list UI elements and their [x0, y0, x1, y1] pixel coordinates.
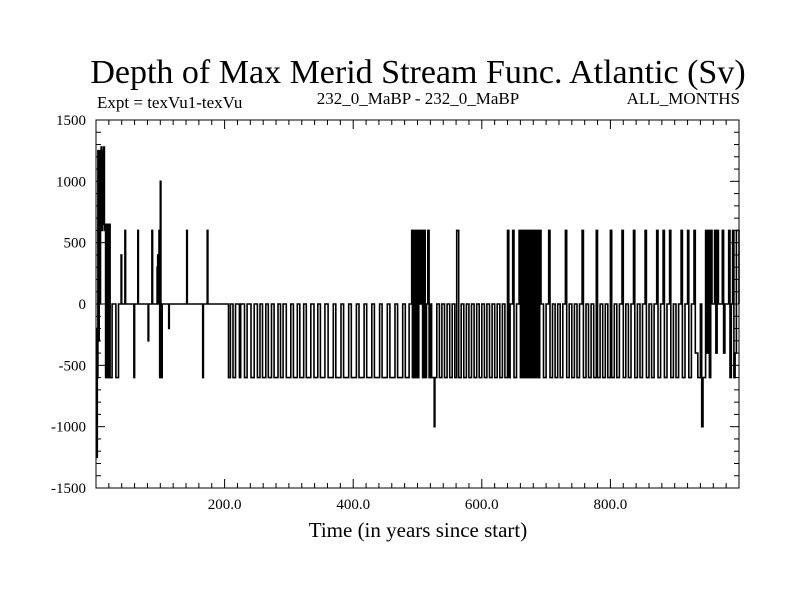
- y-tick-label: -500: [59, 358, 87, 374]
- chart-subtitle-right: ALL_MONTHS: [627, 89, 740, 108]
- chart-subtitle-center: 232_0_MaBP - 232_0_MaBP: [317, 89, 519, 108]
- chart-subtitle-left: Expt = texVu1-texVu: [97, 93, 243, 112]
- tick-labels: -1500 -1000 -500 0 500 1000 1500 200.0 400.0 600.…: [51, 113, 627, 513]
- x-tick-label: 200.0: [208, 497, 242, 513]
- x-tick-label: 600.0: [465, 497, 499, 513]
- chart-title: Depth of Max Merid Stream Func. Atlantic…: [90, 54, 745, 91]
- series-line: [95, 146, 740, 459]
- y-tick-label: 1500: [56, 113, 86, 129]
- y-tick-label: 500: [64, 236, 87, 252]
- x-tick-label: 400.0: [336, 497, 370, 513]
- y-tick-label: 0: [79, 297, 87, 313]
- y-tick-label: -1000: [51, 420, 86, 436]
- x-axis-label: Time (in years since start): [309, 518, 528, 542]
- y-tick-label: 1000: [56, 174, 86, 190]
- x-tick-label: 800.0: [594, 497, 628, 513]
- y-tick-label: -1500: [51, 481, 86, 497]
